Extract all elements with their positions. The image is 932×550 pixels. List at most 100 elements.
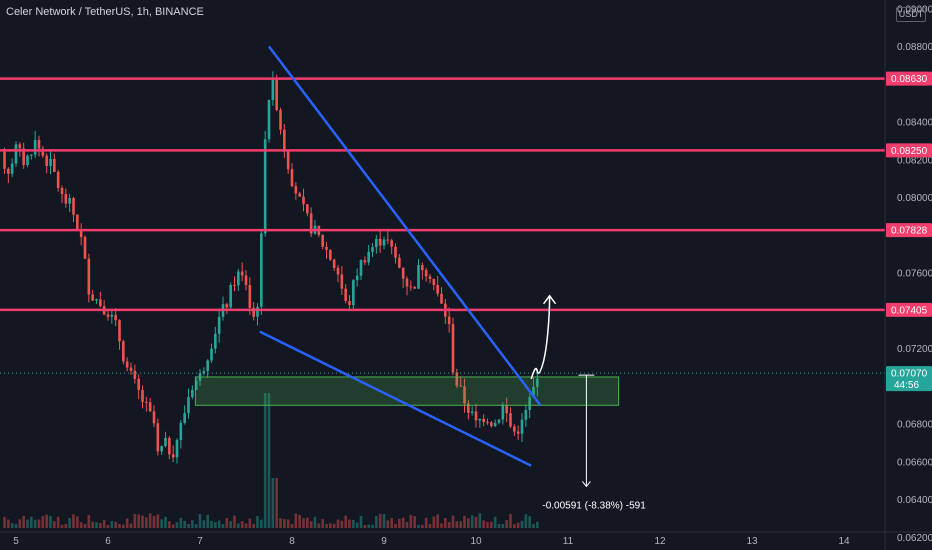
currency-badge[interactable]: USDT <box>896 7 926 22</box>
volume-bar <box>256 515 259 528</box>
candle-body <box>375 238 378 248</box>
level-badge-label: 0.07828 <box>891 226 928 237</box>
candle-body <box>290 169 294 187</box>
candle-body <box>428 276 432 279</box>
current-price-badge <box>886 366 932 392</box>
candle-body <box>202 371 206 374</box>
volume-bar <box>141 515 144 528</box>
volume-bar <box>102 520 106 528</box>
candle-body <box>398 257 401 268</box>
volume-bar <box>501 524 505 528</box>
candle-body <box>436 285 439 294</box>
volume-bar <box>168 521 171 528</box>
volume-bar <box>225 517 229 528</box>
volume-bar <box>375 515 378 528</box>
volume-bar <box>505 520 508 528</box>
volume-bar <box>26 519 29 528</box>
volume-bar <box>263 393 267 528</box>
volume-bar <box>332 523 336 528</box>
volume-bar <box>382 514 386 528</box>
candle-body <box>76 214 79 230</box>
volume-bar <box>363 524 367 528</box>
candle-body <box>493 422 497 427</box>
annotations: -0.00591 (-8.38%) -591 <box>530 294 646 511</box>
candle-body <box>125 361 129 368</box>
volume-bar <box>152 515 156 528</box>
volume-bar <box>79 522 83 528</box>
volume-bar <box>352 519 355 528</box>
candle-body <box>524 409 528 420</box>
candle-body <box>160 445 163 452</box>
volume-bar <box>528 516 531 528</box>
volume-bar <box>114 521 117 528</box>
candle-body <box>68 198 71 204</box>
volume-bar <box>309 521 313 528</box>
candle-body <box>394 246 397 258</box>
candle-body <box>22 148 25 166</box>
volume-bar <box>244 523 248 528</box>
candle-body <box>332 259 336 268</box>
volume-bar <box>428 523 432 528</box>
candle-body <box>3 151 6 169</box>
candle-body <box>240 271 244 276</box>
volume-bar <box>179 517 183 528</box>
level-badge <box>886 143 932 158</box>
volume-bar <box>463 515 466 528</box>
candle-body <box>528 397 531 410</box>
candle-body <box>229 284 232 308</box>
volume-bar <box>76 516 79 528</box>
volume-bar <box>14 524 18 528</box>
candle-body <box>260 233 263 307</box>
volume-bar <box>467 518 470 528</box>
candle-body <box>363 260 367 263</box>
candle-body <box>18 144 22 149</box>
volume-bar <box>22 515 25 528</box>
volume-bar <box>3 516 6 528</box>
volume-bar <box>118 524 121 528</box>
candle-body <box>359 260 363 276</box>
measure-label: -0.00591 (-8.38%) -591 <box>542 500 646 511</box>
candle-body <box>283 129 286 152</box>
trendline-upper <box>268 45 542 407</box>
volume-bar <box>183 520 186 528</box>
volume-bar <box>294 513 298 528</box>
volume-bar <box>252 523 255 528</box>
volume-bar <box>41 516 45 528</box>
y-tick-label: 0.06600 <box>897 457 932 468</box>
volume-bar <box>340 520 344 528</box>
volume-bar <box>148 513 152 528</box>
level-badge <box>886 71 932 86</box>
volume-bar <box>359 515 363 528</box>
candle-body <box>378 238 382 246</box>
volume-bar <box>482 520 485 528</box>
candle-body <box>329 249 332 260</box>
volume-bar <box>336 519 340 528</box>
volume-bar <box>371 524 374 528</box>
candle-body <box>191 389 194 398</box>
volume-bar <box>470 515 474 528</box>
volume-bar <box>122 524 125 528</box>
y-tick-label: 0.08400 <box>897 118 932 129</box>
volume-bar <box>398 518 401 528</box>
projection-arrow <box>530 295 551 380</box>
candle-body <box>355 275 359 281</box>
volume-bar <box>83 524 87 528</box>
candle-body <box>210 348 213 361</box>
volume-bar <box>160 519 163 528</box>
candle-body <box>30 154 33 156</box>
x-tick-label: 14 <box>838 536 850 547</box>
candle-body <box>252 307 255 317</box>
candle-body <box>490 422 493 427</box>
candle-body <box>536 378 539 388</box>
trendlines <box>259 45 542 467</box>
candle-body <box>298 193 301 197</box>
volume-bar <box>325 523 328 528</box>
measure-arrowhead <box>582 481 591 488</box>
volume-bar <box>237 523 240 528</box>
volume-bar <box>432 516 436 528</box>
candle-body <box>145 401 148 403</box>
candle-body <box>505 405 508 414</box>
volume-bar <box>317 523 321 528</box>
